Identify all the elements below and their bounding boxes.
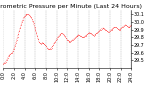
Title: Barometric Pressure per Minute (Last 24 Hours): Barometric Pressure per Minute (Last 24 …: [0, 4, 142, 9]
